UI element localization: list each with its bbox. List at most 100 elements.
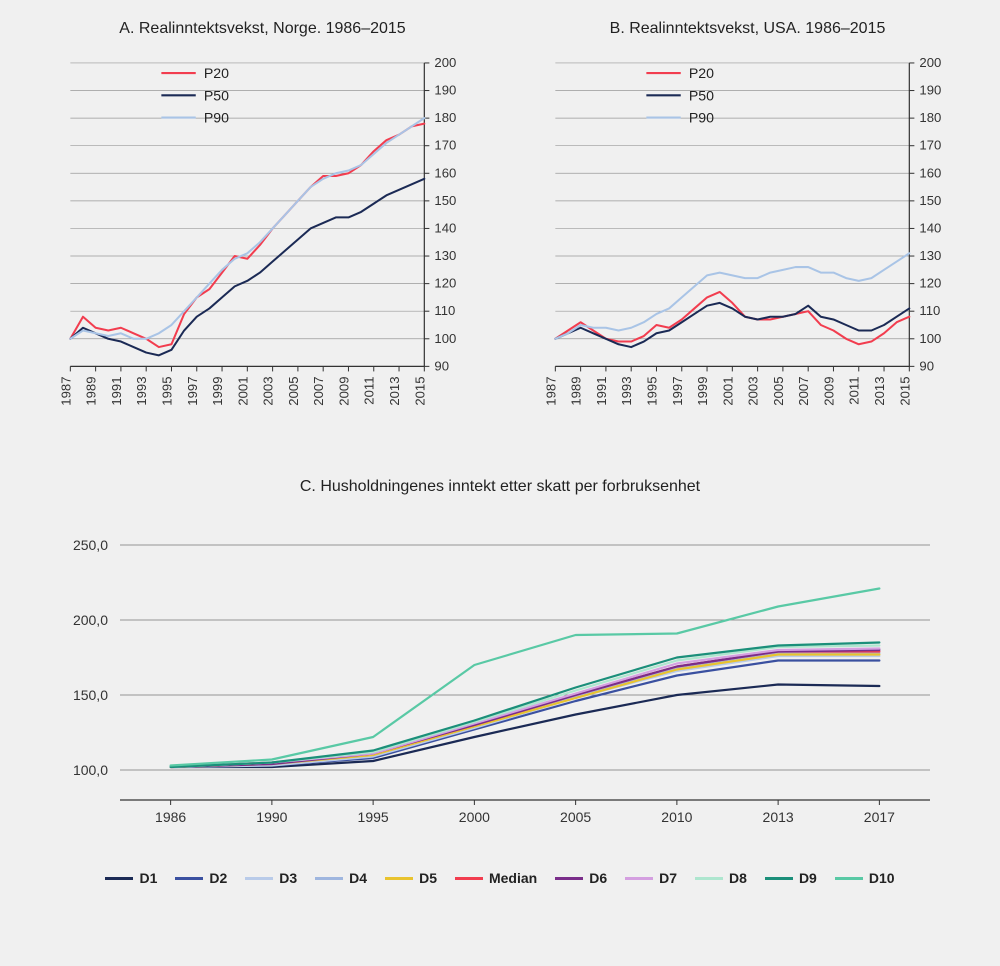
svg-text:1997: 1997	[185, 376, 200, 405]
legend-swatch	[315, 877, 343, 880]
svg-text:1995: 1995	[644, 376, 659, 405]
svg-text:2003: 2003	[746, 376, 761, 405]
svg-text:130: 130	[434, 248, 456, 263]
svg-text:1987: 1987	[543, 376, 558, 405]
panel-c: C. Husholdningenes inntekt etter skatt p…	[50, 470, 950, 930]
svg-text:2000: 2000	[459, 809, 490, 825]
svg-text:130: 130	[919, 248, 941, 263]
legend-label: D9	[799, 870, 817, 886]
legend-item: D4	[315, 870, 367, 886]
svg-text:1997: 1997	[670, 376, 685, 405]
legend-swatch	[835, 877, 863, 880]
legend-label: D4	[349, 870, 367, 886]
svg-text:2001: 2001	[235, 376, 250, 405]
svg-text:1995: 1995	[358, 809, 389, 825]
legend-label: D3	[279, 870, 297, 886]
svg-text:140: 140	[919, 220, 941, 235]
svg-text:100: 100	[434, 331, 456, 346]
svg-text:2003: 2003	[261, 376, 276, 405]
chart-b: 9010011012013014015016017018019020019871…	[525, 50, 970, 440]
legend-item: D9	[765, 870, 817, 886]
legend-item: D8	[695, 870, 747, 886]
panel-c-title: C. Husholdningenes inntekt etter skatt p…	[50, 478, 950, 496]
svg-text:2009: 2009	[821, 376, 836, 405]
svg-text:P20: P20	[204, 65, 229, 81]
svg-text:100: 100	[919, 331, 941, 346]
svg-text:2011: 2011	[847, 376, 862, 404]
legend-swatch	[455, 877, 483, 880]
svg-text:1986: 1986	[155, 809, 186, 825]
svg-text:1999: 1999	[695, 376, 710, 405]
legend-swatch	[695, 877, 723, 880]
svg-text:2011: 2011	[362, 376, 377, 404]
legend-item: Median	[455, 870, 537, 886]
svg-text:180: 180	[434, 110, 456, 125]
svg-text:190: 190	[434, 83, 456, 98]
svg-text:2015: 2015	[897, 376, 912, 405]
legend-swatch	[625, 877, 653, 880]
legend-swatch	[105, 877, 133, 880]
svg-text:2009: 2009	[336, 376, 351, 405]
svg-text:2017: 2017	[864, 809, 895, 825]
svg-text:1989: 1989	[84, 376, 99, 405]
legend-item: D10	[835, 870, 895, 886]
svg-text:P20: P20	[689, 65, 714, 81]
panel-a: A. Realinntektsvekst, Norge. 1986–2015 9…	[40, 20, 485, 440]
legend-item: D7	[625, 870, 677, 886]
svg-text:120: 120	[919, 276, 941, 291]
legend-swatch	[175, 877, 203, 880]
legend-item: D3	[245, 870, 297, 886]
svg-text:150: 150	[434, 193, 456, 208]
svg-text:120: 120	[434, 276, 456, 291]
svg-text:110: 110	[434, 303, 455, 318]
svg-text:2005: 2005	[771, 376, 786, 405]
svg-text:P50: P50	[204, 87, 229, 103]
svg-text:1995: 1995	[159, 376, 174, 405]
legend-label: D7	[659, 870, 677, 886]
svg-text:1993: 1993	[134, 376, 149, 405]
legend-label: D1	[139, 870, 157, 886]
svg-text:2005: 2005	[560, 809, 591, 825]
chart-c: 100,0150,0200,0250,019861990199520002005…	[50, 520, 950, 840]
svg-text:2007: 2007	[796, 376, 811, 405]
svg-text:P90: P90	[689, 110, 714, 126]
legend-item: D5	[385, 870, 437, 886]
legend-label: D10	[869, 870, 895, 886]
chart-c-legend: D1 D2 D3 D4 D5 Median D6 D7 D8 D9 D10	[50, 870, 950, 886]
svg-text:140: 140	[434, 220, 456, 235]
svg-text:2013: 2013	[872, 376, 887, 405]
chart-a: 9010011012013014015016017018019020019871…	[40, 50, 485, 440]
legend-label: Median	[489, 870, 537, 886]
svg-text:180: 180	[919, 110, 941, 125]
svg-text:200: 200	[919, 55, 941, 70]
svg-text:1991: 1991	[594, 376, 609, 405]
svg-text:2001: 2001	[720, 376, 735, 405]
svg-text:2007: 2007	[311, 376, 326, 405]
svg-text:P90: P90	[204, 110, 229, 126]
legend-item: D2	[175, 870, 227, 886]
legend-item: D1	[105, 870, 157, 886]
svg-text:190: 190	[919, 83, 941, 98]
svg-text:170: 170	[434, 138, 456, 153]
legend-swatch	[245, 877, 273, 880]
legend-swatch	[555, 877, 583, 880]
svg-text:100,0: 100,0	[73, 762, 108, 778]
svg-text:200,0: 200,0	[73, 612, 108, 628]
svg-text:1991: 1991	[109, 376, 124, 405]
panel-a-title: A. Realinntektsvekst, Norge. 1986–2015	[40, 20, 485, 38]
legend-item: D6	[555, 870, 607, 886]
panel-b-title: B. Realinntektsvekst, USA. 1986–2015	[525, 20, 970, 38]
svg-text:2015: 2015	[412, 376, 427, 405]
svg-text:1987: 1987	[58, 376, 73, 405]
svg-text:110: 110	[919, 303, 940, 318]
svg-text:200: 200	[434, 55, 456, 70]
svg-text:250,0: 250,0	[73, 537, 108, 553]
svg-text:2013: 2013	[387, 376, 402, 405]
legend-label: D5	[419, 870, 437, 886]
legend-label: D8	[729, 870, 747, 886]
panel-b: B. Realinntektsvekst, USA. 1986–2015 901…	[525, 20, 970, 440]
svg-text:1993: 1993	[619, 376, 634, 405]
svg-text:160: 160	[434, 165, 456, 180]
legend-swatch	[385, 877, 413, 880]
svg-text:170: 170	[919, 138, 941, 153]
